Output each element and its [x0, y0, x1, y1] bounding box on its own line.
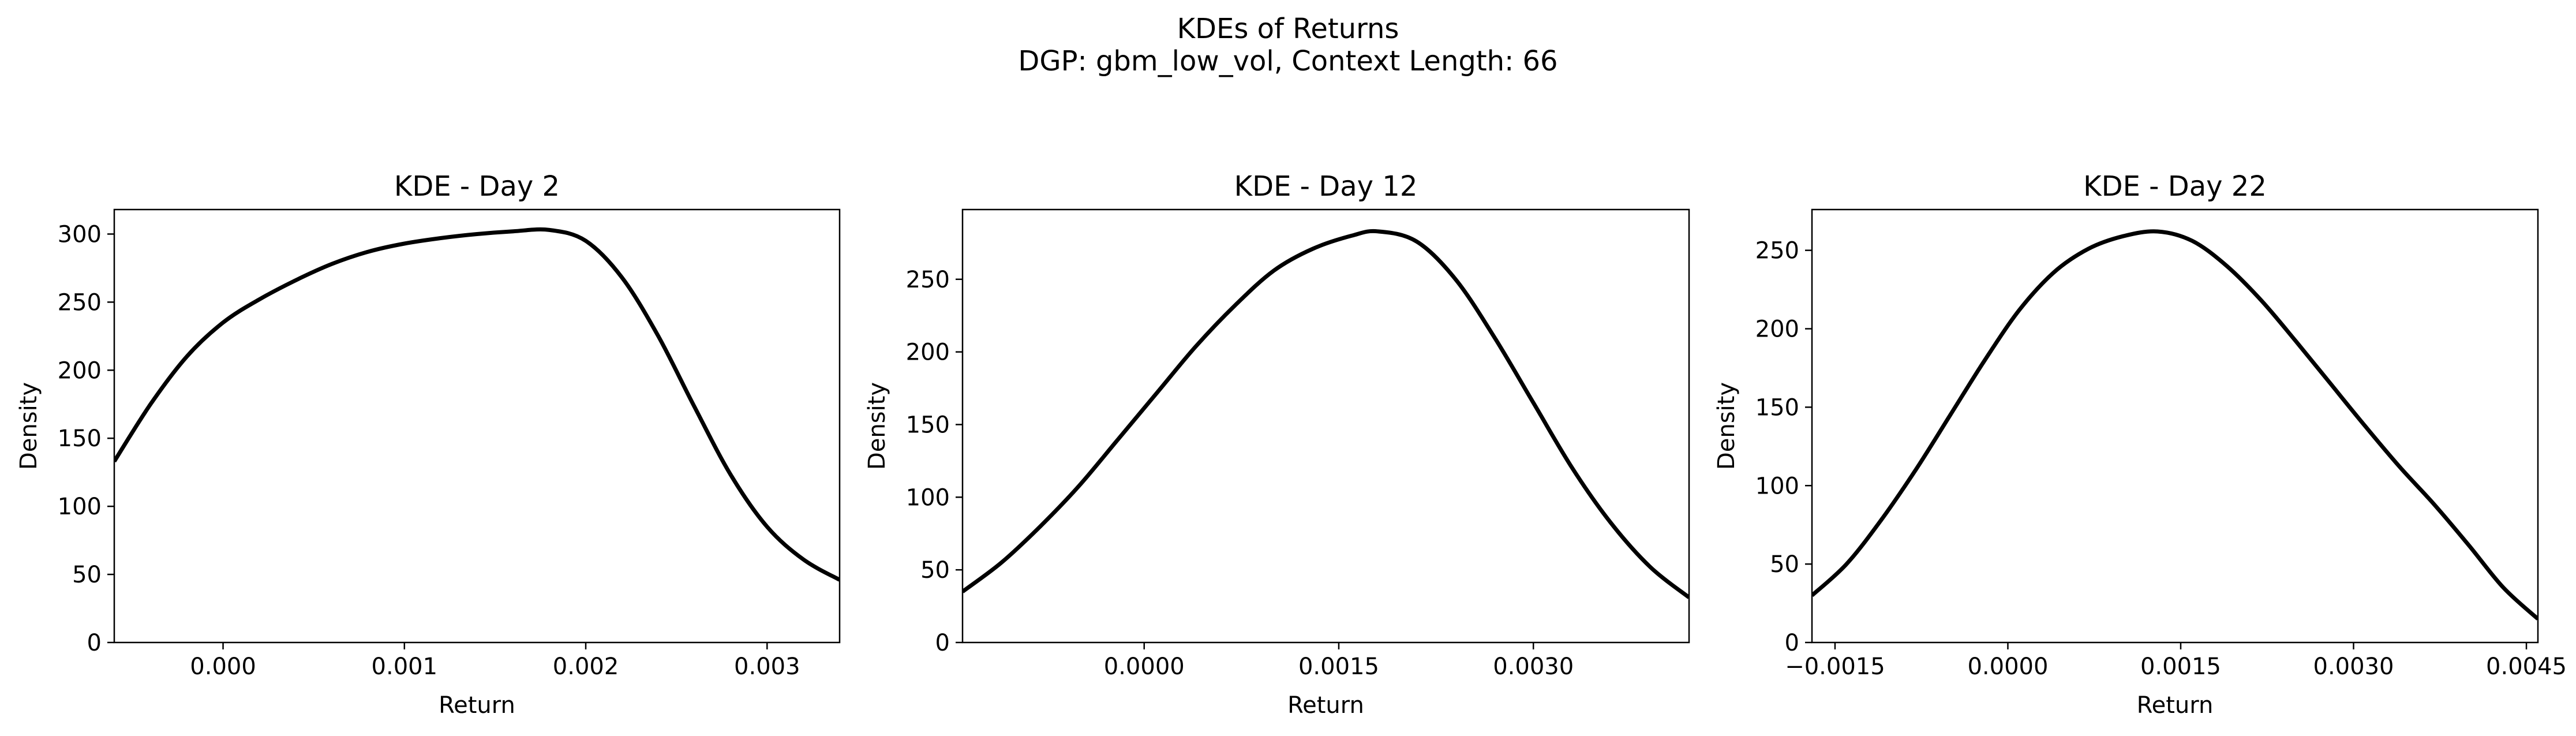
subplot-title: KDE - Day 22: [2083, 170, 2267, 203]
y-axis-label: Density: [16, 382, 42, 470]
x-tick-label: 0.000: [190, 653, 256, 680]
y-tick-label: 250: [58, 289, 102, 316]
y-tick-label: 0: [935, 630, 950, 656]
kde-curve: [1812, 229, 2538, 621]
y-tick-label: 150: [58, 425, 102, 452]
y-tick-label: 200: [58, 357, 102, 384]
y-tick-label: 200: [1755, 316, 1799, 343]
y-tick-label: 250: [906, 267, 950, 293]
x-tick-label: 0.0000: [1967, 653, 2048, 680]
y-tick-label: 50: [1770, 551, 1799, 578]
figure-title: KDEs of Returns: [1177, 13, 1399, 45]
x-tick-label: 0.0045: [2486, 653, 2567, 680]
subplot-title: KDE - Day 2: [394, 170, 560, 203]
x-tick-label: −0.0015: [1785, 653, 1885, 680]
axes-frame: [1811, 208, 2539, 644]
subplot-title: KDE - Day 12: [1234, 170, 1418, 203]
y-tick-label: 0: [87, 630, 102, 656]
x-tick-label: 0.0000: [1104, 653, 1185, 680]
y-tick-label: 250: [1755, 238, 1799, 264]
y-tick-label: 50: [920, 557, 950, 584]
y-tick-label: 200: [906, 339, 950, 366]
y-tick-label: 100: [58, 494, 102, 520]
figure-title-block: KDEs of Returns DGP: gbm_low_vol, Contex…: [0, 13, 2576, 77]
subplot-1: 0.000 0.001 0.002 0.003 0 50 100 150 200 250 300 KD…: [16, 170, 841, 719]
y-tick-label: 100: [906, 484, 950, 511]
x-tick-label: 0.002: [553, 653, 619, 680]
x-axis-label: Return: [439, 692, 515, 719]
kde-curve: [114, 227, 840, 582]
y-tick-label: 150: [906, 412, 950, 438]
x-tick-label: 0.0015: [2140, 653, 2221, 680]
y-axis-label: Density: [864, 382, 890, 470]
axes-frame: [113, 208, 841, 644]
y-tick-label: 150: [1755, 394, 1799, 421]
x-tick-label: 0.003: [734, 653, 800, 680]
x-tick-label: 0.0030: [2313, 653, 2394, 680]
kde-curve: [963, 229, 1689, 599]
x-tick-label: 0.001: [372, 653, 438, 680]
axes-frame: [961, 208, 1690, 644]
figure-subtitle: DGP: gbm_low_vol, Context Length: 66: [1018, 45, 1558, 77]
y-tick-label: 0: [1785, 630, 1799, 656]
y-tick-label: 100: [1755, 473, 1799, 499]
x-axis-label: Return: [2137, 692, 2214, 719]
y-tick-label: 300: [58, 221, 102, 248]
x-tick-label: 0.0015: [1298, 653, 1379, 680]
y-axis-label: Density: [1713, 382, 1740, 470]
y-tick-label: 50: [72, 562, 102, 588]
subplot-3: −0.0015 0.0000 0.0015 0.0030 0.0045 0 50 100 150…: [1713, 170, 2567, 719]
x-tick-label: 0.0030: [1493, 653, 1574, 680]
subplot-2: 0.0000 0.0015 0.0030 0 50 100 150 200 250 KDE - D…: [864, 170, 1690, 719]
x-axis-label: Return: [1287, 692, 1364, 719]
